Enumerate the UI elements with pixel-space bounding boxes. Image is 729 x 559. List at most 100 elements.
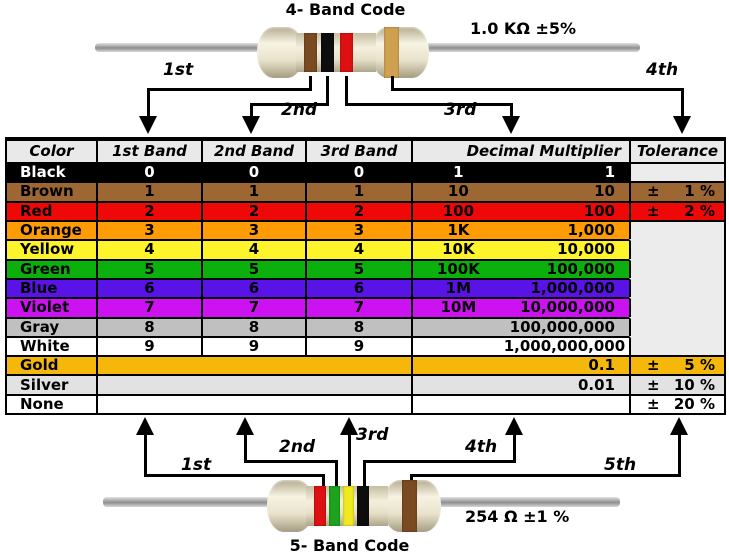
multiplier-long: 1,000	[567, 221, 615, 240]
multiplier-cell: 1M 1,000,000	[411, 277, 629, 298]
top-resistor-value: 1.0 KΩ ±5%	[470, 19, 577, 38]
arrowhead-down-icon	[502, 116, 520, 134]
multiplier-cell	[411, 393, 629, 414]
band3-cell: 8	[305, 316, 411, 336]
bands-span-cell	[96, 355, 411, 375]
band2-cell: 2	[201, 200, 305, 220]
multiplier-long: 10,000,000	[520, 298, 615, 317]
band3-cell: 1	[305, 181, 411, 201]
arrow-label-bottom-4th: 4th	[465, 437, 498, 457]
bottom-band-green	[329, 486, 340, 526]
five-band-title: 5- Band Code	[289, 536, 410, 555]
table-row-orange: Orange 3 3 3 1K 1,000	[7, 219, 724, 240]
band2-cell: 9	[201, 335, 305, 356]
band3-cell: 5	[305, 258, 411, 278]
table-header-row: Color 1st Band 2nd Band 3rd Band Decimal…	[7, 141, 724, 162]
band2-cell: 4	[201, 239, 305, 259]
band1-cell: 9	[96, 335, 201, 356]
arrow-label-top-2nd: 2nd	[281, 100, 318, 120]
multiplier-long: 100	[583, 201, 615, 220]
band1-cell: 5	[96, 258, 201, 278]
band2-cell: 0	[201, 162, 305, 182]
top-band-brown	[304, 33, 317, 72]
band2-cell: 5	[201, 258, 305, 278]
table-row-violet: Violet 7 7 7 10M 10,000,000	[7, 297, 724, 317]
multiplier-long: 1,000,000	[530, 279, 615, 298]
multiplier-short: 100K	[436, 259, 480, 278]
tolerance-cell: ±2 %	[629, 200, 724, 220]
color-name-cell: Brown	[7, 181, 96, 201]
tolerance-cell	[629, 219, 724, 240]
table-row-red: Red 2 2 2 100 100 ±2 %	[7, 200, 724, 220]
bottom-resistor-value: 254 Ω ±1 %	[465, 507, 570, 526]
tolerance-sign: ±	[647, 356, 660, 375]
color-code-table: Color 1st Band 2nd Band 3rd Band Decimal…	[5, 137, 726, 415]
band1-cell: 3	[96, 219, 201, 240]
band3-cell: 3	[305, 219, 411, 240]
multiplier-cell: 100 100	[411, 200, 629, 220]
arrowhead-down-icon	[673, 116, 691, 134]
band3-cell: 2	[305, 200, 411, 220]
band1-cell: 8	[96, 316, 201, 336]
band2-cell: 7	[201, 297, 305, 317]
header-2nd-band: 2nd Band	[201, 141, 305, 162]
arrowhead-up-icon	[340, 417, 358, 435]
band1-cell: 7	[96, 297, 201, 317]
tolerance-sign: ±	[647, 201, 660, 220]
table-row-silver: Silver 0.01 ±10 %	[7, 374, 724, 394]
multiplier-cell: 1,000,000,000	[411, 335, 629, 356]
bands-span-cell	[96, 374, 411, 394]
arrow-label-bottom-1st: 1st	[181, 455, 212, 475]
arrow-label-top-4th: 4th	[646, 60, 679, 80]
multiplier-long: 1	[604, 163, 615, 182]
multiplier-short: 1M	[445, 279, 472, 298]
multiplier-long: 100,000,000	[509, 317, 615, 336]
band2-cell: 8	[201, 316, 305, 336]
tolerance-sign: ±	[647, 394, 660, 413]
multiplier-cell: 10K 10,000	[411, 239, 629, 259]
arrow-label-bottom-3rd: 3rd	[356, 425, 389, 445]
bottom-band-brown	[402, 480, 417, 532]
bands-span-cell	[96, 393, 411, 414]
table-row-white: White 9 9 9 1,000,000,000	[7, 335, 724, 356]
arrowhead-up-icon	[236, 417, 254, 435]
tolerance-cell: ±10 %	[629, 374, 724, 394]
band3-cell: 7	[305, 297, 411, 317]
table-row-gray: Gray 8 8 8 100,000,000	[7, 316, 724, 336]
band3-cell: 6	[305, 277, 411, 298]
multiplier-long: 0.1	[588, 356, 615, 375]
arrow-label-bottom-2nd: 2nd	[279, 437, 316, 457]
band1-cell: 2	[96, 200, 201, 220]
arrow-label-bottom-5th: 5th	[604, 455, 637, 475]
multiplier-short: 10M	[440, 298, 477, 317]
color-name-cell: Gold	[7, 355, 96, 375]
multiplier-short: 100	[442, 201, 475, 220]
band3-cell: 4	[305, 239, 411, 259]
tolerance-cell	[629, 297, 724, 317]
arrow-label-top-3rd: 3rd	[444, 100, 477, 120]
header-color: Color	[7, 141, 96, 162]
band3-cell: 0	[305, 162, 411, 182]
top-band-red	[340, 33, 353, 72]
multiplier-long: 10,000	[557, 240, 615, 259]
arrowhead-down-icon	[139, 116, 157, 134]
table-row-brown: Brown 1 1 1 10 10 ±1 %	[7, 181, 724, 201]
tolerance-sign: ±	[647, 182, 660, 201]
band1-cell: 0	[96, 162, 201, 182]
tolerance-cell: ±1 %	[629, 181, 724, 201]
multiplier-long: 100,000	[546, 259, 615, 278]
multiplier-cell: 1K 1,000	[411, 219, 629, 240]
header-1st-band: 1st Band	[96, 141, 201, 162]
band1-cell: 6	[96, 277, 201, 298]
tolerance-cell: ±5 %	[629, 355, 724, 375]
arrowhead-down-icon	[242, 116, 260, 134]
multiplier-cell: 100K 100,000	[411, 258, 629, 278]
header-decimal-multiplier: Decimal Multiplier	[411, 141, 629, 162]
color-name-cell: Violet	[7, 297, 96, 317]
multiplier-long: 10	[594, 182, 615, 201]
tolerance-sign: ±	[647, 375, 660, 394]
tolerance-value: 10 %	[673, 375, 715, 394]
tolerance-value: 5 %	[684, 356, 715, 375]
